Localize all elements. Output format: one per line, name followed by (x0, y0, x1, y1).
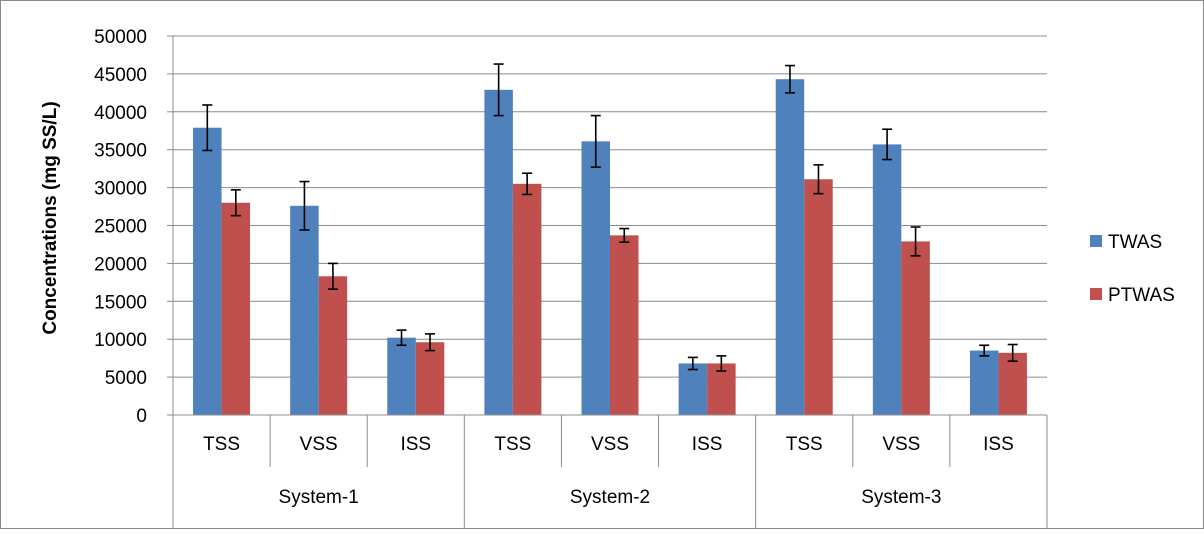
y-tick-label: 15000 (94, 292, 147, 313)
bar-twas (872, 144, 902, 416)
bar-ptwas (998, 352, 1027, 415)
x-tick-label: ISS (692, 434, 723, 455)
y-axis-label: Concentrations (mg SS/L) (40, 101, 61, 334)
x-tick-label: TSS (786, 434, 823, 455)
group-label: System-3 (861, 487, 941, 508)
bar-ptwas (610, 235, 639, 415)
y-tick-label: 30000 (94, 179, 147, 200)
bar-twas (969, 350, 999, 415)
y-tick-label: 10000 (94, 330, 147, 351)
bar-ptwas (901, 241, 930, 415)
error-bars (202, 63, 1018, 372)
bar-twas (678, 363, 708, 415)
y-tick-label: 5000 (105, 368, 147, 389)
y-tick-label: 25000 (94, 217, 147, 238)
bar-ptwas (804, 179, 833, 415)
x-tick-label: ISS (983, 434, 1014, 455)
x-tick-label: VSS (882, 434, 920, 455)
legend-swatch-twas (1090, 235, 1102, 247)
tick-labels: 0 5000 10000 15000 20000 25000 30000 35000 40000… (94, 27, 1014, 508)
bar-twas (290, 205, 319, 415)
legend-label: PTWAS (1108, 285, 1175, 306)
y-tick-label: 20000 (94, 254, 147, 275)
bar-ptwas (707, 363, 736, 415)
bars (193, 79, 1027, 416)
axes (167, 35, 1048, 529)
legend-label: TWAS (1108, 232, 1162, 253)
y-tick-label: 35000 (94, 141, 147, 162)
y-tick-label: 45000 (94, 65, 147, 86)
group-label: System-1 (279, 487, 359, 508)
x-tick-label: TSS (203, 434, 240, 455)
x-tick-label: VSS (591, 434, 629, 455)
y-tick-label: 40000 (94, 103, 147, 124)
bar-twas (484, 89, 513, 416)
bar-twas (387, 337, 416, 415)
bar-ptwas (318, 276, 348, 415)
x-tick-label: VSS (300, 434, 338, 455)
bar-twas (775, 79, 805, 416)
x-tick-label: TSS (494, 434, 531, 455)
group-label: System-2 (570, 487, 650, 508)
bar-ptwas (221, 202, 251, 415)
bar-twas (193, 127, 222, 415)
y-tick-label: 0 (136, 406, 147, 427)
legend: TWAS PTWAS (1090, 232, 1175, 306)
bar-twas (581, 141, 610, 415)
bar-ptwas (512, 183, 542, 415)
legend-swatch-ptwas (1090, 288, 1102, 300)
x-tick-label: ISS (400, 434, 431, 455)
y-tick-label: 50000 (94, 27, 147, 48)
bar-ptwas (415, 342, 445, 415)
